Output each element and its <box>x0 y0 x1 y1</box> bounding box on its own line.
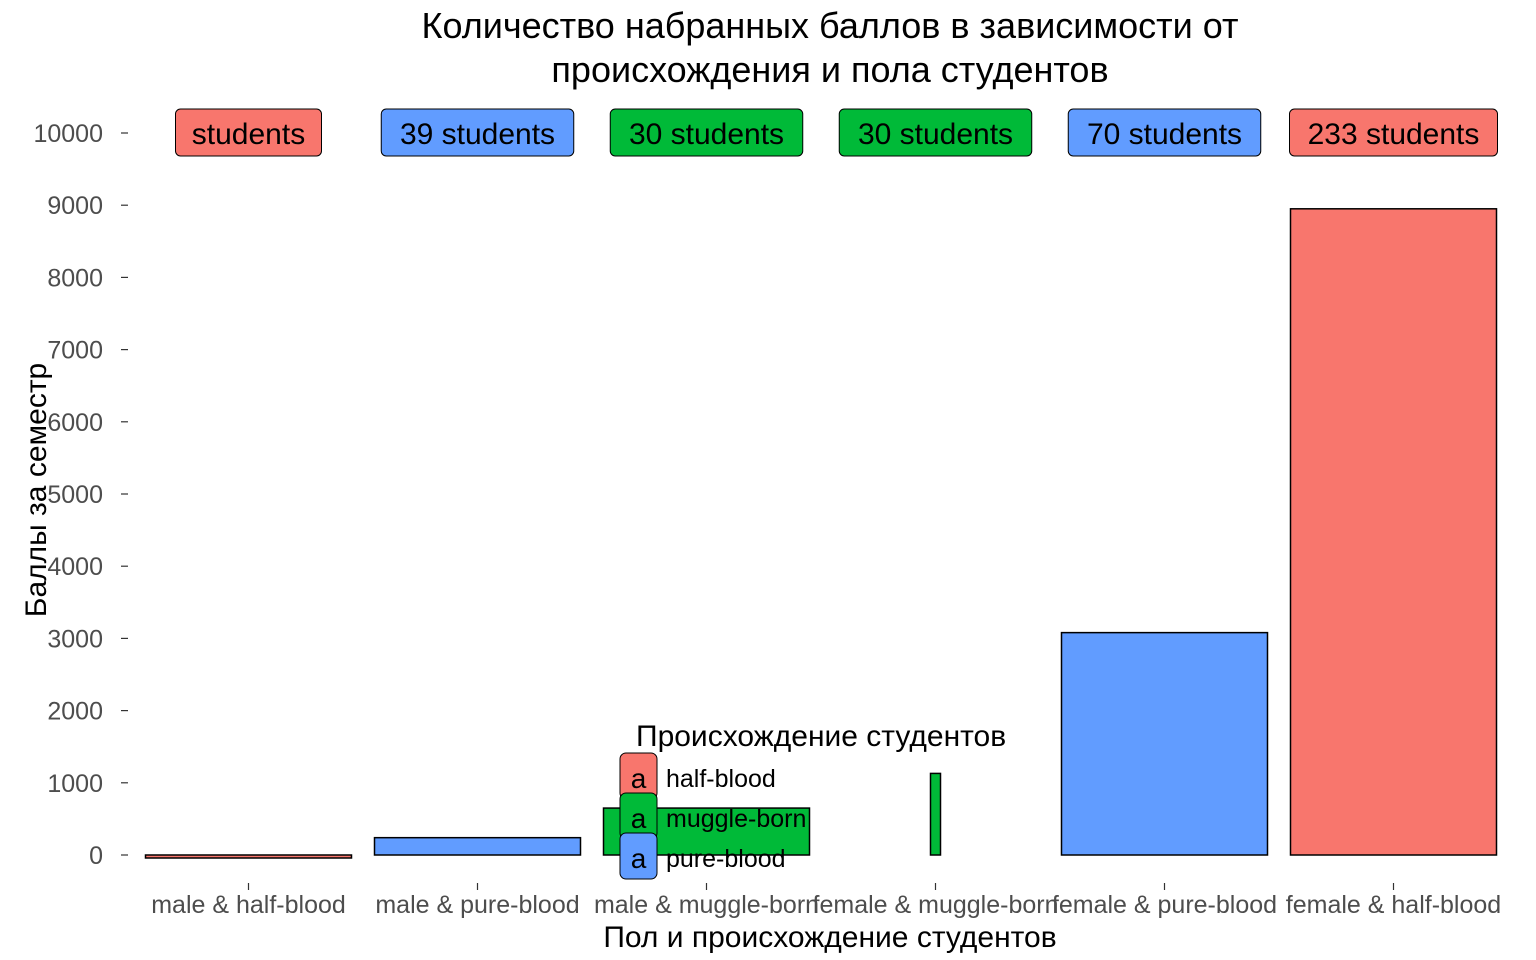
y-tick-label: 0 <box>89 842 103 870</box>
bar-5 <box>1060 631 1269 856</box>
legend-label: half-blood <box>666 765 776 793</box>
student-label-box <box>1289 108 1498 157</box>
student-label-text: 233 students <box>1308 118 1480 151</box>
student-label-box <box>609 108 804 157</box>
bar-6 <box>1289 208 1498 856</box>
y-tick-label: 7000 <box>47 337 103 365</box>
y-tick-label: 5000 <box>47 481 103 509</box>
chart-title: Количество набранных баллов в зависимост… <box>422 5 1239 90</box>
chart-title-line-2: происхождения и пола студентов <box>551 49 1108 90</box>
x-tick-label: male & muggle-born <box>594 891 819 919</box>
legend: Происхождение студентов a half-blood a mugg… <box>619 720 1006 880</box>
y-tick-label: 2000 <box>47 698 103 726</box>
y-tick-label: 1000 <box>47 770 103 798</box>
x-axis-title: Пол и происхождение студентов <box>603 921 1056 954</box>
student-label-text: 70 students <box>1087 118 1242 151</box>
student-label-text: students <box>192 118 305 151</box>
student-label-box <box>1067 108 1262 157</box>
bars <box>144 208 1498 859</box>
legend-label: muggle-born <box>666 805 806 833</box>
chart-title-line-1: Количество набранных баллов в зависимост… <box>422 5 1239 46</box>
student-label-text: 30 students <box>629 118 784 151</box>
legend-key-glyph: a <box>631 843 647 874</box>
x-tick-label: female & muggle-born <box>813 891 1059 919</box>
y-tick-label: 4000 <box>47 553 103 581</box>
y-tick-label: 6000 <box>47 409 103 437</box>
bar-2 <box>373 836 582 856</box>
x-tick-label: female & half-blood <box>1286 891 1501 919</box>
x-axis: male & half-blood male & pure-blood male &… <box>151 883 1501 919</box>
legend-label: pure-blood <box>666 845 786 873</box>
y-axis: 0 1000 2000 3000 4000 5000 6000 7000 8000 9000 100… <box>33 120 128 870</box>
bar-1 <box>144 854 353 859</box>
y-tick-label: 8000 <box>47 264 103 292</box>
x-tick-label: female & pure-blood <box>1052 891 1277 919</box>
student-count-labels: students 39 students 30 students 30 student… <box>175 108 1498 157</box>
legend-title: Происхождение студентов <box>636 720 1006 753</box>
x-tick-label: male & pure-blood <box>375 891 579 919</box>
y-tick-label: 10000 <box>33 120 103 148</box>
legend-key <box>619 832 658 880</box>
student-label-box <box>380 108 575 157</box>
x-tick-label: male & half-blood <box>151 891 346 919</box>
student-label-box <box>838 108 1033 157</box>
student-label-text: 30 students <box>858 118 1013 151</box>
y-tick-label: 9000 <box>47 192 103 220</box>
legend-key-glyph: a <box>631 803 647 834</box>
legend-key-glyph: a <box>631 763 647 794</box>
y-axis-title: Баллы за семестр <box>20 363 53 617</box>
y-tick-label: 3000 <box>47 625 103 653</box>
student-label-text: 39 students <box>400 118 555 151</box>
student-label-box <box>175 108 322 157</box>
bar-4 <box>929 772 942 856</box>
